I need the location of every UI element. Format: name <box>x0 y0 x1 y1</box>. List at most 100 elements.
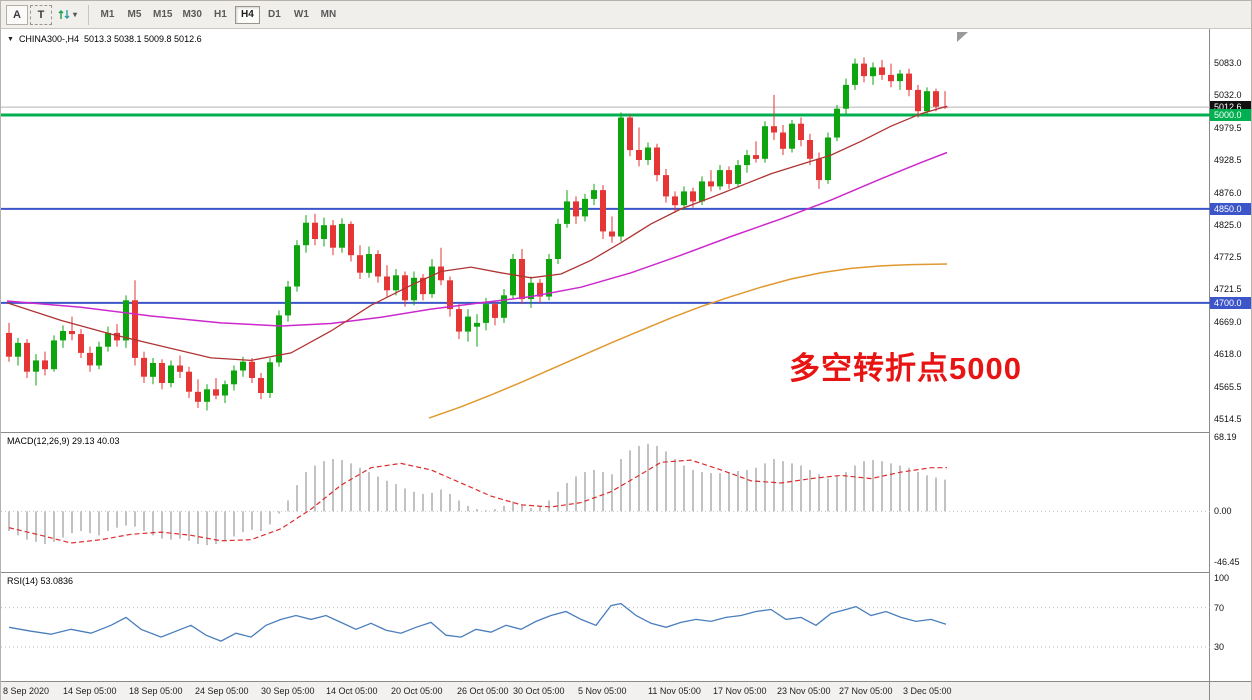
candle-body <box>852 63 858 85</box>
time-axis-label: 8 Sep 2020 <box>3 686 50 696</box>
candle-body <box>78 334 84 353</box>
candle-body <box>897 73 903 82</box>
rsi-indicator-panel[interactable]: RSI(14) 53.0836 <box>1 572 1210 681</box>
macd-signal-line <box>8 459 947 544</box>
chart-annotation-text: 多空转折点5000 <box>789 351 1022 386</box>
timeframe-h1-button[interactable]: H1 <box>214 9 227 20</box>
candle-body <box>483 304 489 323</box>
candle-body <box>312 222 318 239</box>
time-axis-label: 20 Oct 05:00 <box>391 686 443 696</box>
timeframe-m30-button[interactable]: M30 <box>182 9 202 20</box>
candle-body <box>888 74 894 82</box>
candle-body <box>645 147 651 160</box>
candle-body <box>159 363 165 383</box>
macd-axis-label: -46.45 <box>1214 557 1240 567</box>
candle-body <box>843 84 849 109</box>
main-chart-panel[interactable]: ▼ CHINA300-,H4 5013.3 5038.1 5009.8 5012… <box>1 29 1210 432</box>
price-axis-label: 4669.0 <box>1214 317 1242 327</box>
timeframe-m15-button[interactable]: M15 <box>153 9 173 20</box>
candle-body <box>15 342 21 357</box>
price-axis-label: 5083.0 <box>1214 58 1242 68</box>
time-axis-label: 26 Oct 05:00 <box>457 686 509 696</box>
candle-body <box>24 342 30 372</box>
moving-average-red <box>6 105 948 362</box>
candle-body <box>303 222 309 246</box>
candle-body <box>240 361 246 371</box>
rsi-axis-label: 100 <box>1214 573 1230 583</box>
arrow-text-tool-button[interactable]: A <box>6 4 28 25</box>
chart-menu-arrow-icon[interactable]: ▼ <box>7 35 14 43</box>
timeframe-m1-button[interactable]: M1 <box>100 9 115 20</box>
candle-body <box>123 300 129 341</box>
time-axis-label: 14 Sep 05:00 <box>63 686 117 696</box>
candle-body <box>870 67 876 77</box>
toolbar-separator <box>88 4 89 25</box>
rsi-axis-label: 70 <box>1214 603 1225 613</box>
candle-body <box>672 196 678 206</box>
candle-body <box>222 384 228 396</box>
timeframe-w1-button[interactable]: W1 <box>293 9 309 20</box>
candle-body <box>933 91 939 107</box>
candle-body <box>591 190 597 199</box>
indicators-dropdown-button[interactable]: ▾ <box>52 5 82 25</box>
candle-body <box>465 316 471 332</box>
time-axis-label: 27 Nov 05:00 <box>839 686 893 696</box>
timeframe-h4-button[interactable]: H4 <box>234 5 260 24</box>
price-axis-label: 4876.0 <box>1214 188 1242 198</box>
candle-body <box>33 360 39 372</box>
candle-body <box>366 254 372 273</box>
macd-indicator-panel[interactable]: MACD(12,26,9) 29.13 40.03 <box>1 432 1210 572</box>
symbol-period-label: CHINA300-,H4 <box>18 34 79 44</box>
candle-body <box>798 123 804 140</box>
timeframe-d1-button[interactable]: D1 <box>268 9 281 20</box>
timeframe-m5-button[interactable]: M5 <box>127 9 142 20</box>
candle-body <box>105 332 111 347</box>
candle-body <box>438 266 444 281</box>
price-axis-label: 4979.5 <box>1214 123 1242 133</box>
ohlc-values: 5013.3 5038.1 5009.8 5012.6 <box>83 34 202 44</box>
candle-body <box>213 389 219 396</box>
candle-body <box>492 304 498 318</box>
candle-body <box>114 332 120 341</box>
candle-body <box>384 276 390 291</box>
indicator-arrows-icon <box>58 10 70 19</box>
candle-body <box>411 277 417 301</box>
macd-axis-label: 68.19 <box>1214 432 1237 442</box>
candlestick-chart[interactable] <box>1 29 1210 432</box>
time-axis-label: 3 Dec 05:00 <box>903 686 952 696</box>
candle-body <box>834 108 840 138</box>
candle-body <box>177 365 183 372</box>
price-axis-label: 4618.0 <box>1214 349 1242 359</box>
candle-body <box>258 378 264 393</box>
price-axis-label: 5032.0 <box>1214 90 1242 100</box>
candle-body <box>762 126 768 159</box>
candle-body <box>825 137 831 181</box>
candle-body <box>564 201 570 224</box>
timeframe-mn-button[interactable]: MN <box>320 9 337 20</box>
macd-axis-label: 0.00 <box>1214 506 1232 516</box>
time-axis-label: 11 Nov 05:00 <box>648 686 701 696</box>
text-tool-button[interactable]: T <box>30 4 52 25</box>
chart-shift-marker <box>957 32 968 42</box>
candle-body <box>132 300 138 358</box>
candle-body <box>807 140 813 159</box>
candle-body <box>663 175 669 197</box>
candle-body <box>816 158 822 181</box>
time-axis: 8 Sep 2020 14 Sep 05:00 18 Sep 05:00 24 Sep… <box>1 681 1209 700</box>
candle-body <box>690 191 696 202</box>
candle-body <box>924 91 930 112</box>
candle-body <box>861 63 867 77</box>
time-axis-label: 17 Nov 05:00 <box>713 686 767 696</box>
price-axis-label: 4772.5 <box>1214 252 1242 262</box>
price-badge-4700.0: 4700.0 <box>1210 297 1251 309</box>
price-badge-5000.0: 5000.0 <box>1210 109 1251 121</box>
moving-average-magenta <box>6 151 948 327</box>
candle-body <box>141 357 147 377</box>
candle-body <box>582 198 588 217</box>
price-axis-label: 4565.5 <box>1214 382 1242 392</box>
candle-body <box>627 117 633 151</box>
time-axis-label: 24 Sep 05:00 <box>195 686 249 696</box>
macd-label: MACD(12,26,9) 29.13 40.03 <box>7 436 120 446</box>
